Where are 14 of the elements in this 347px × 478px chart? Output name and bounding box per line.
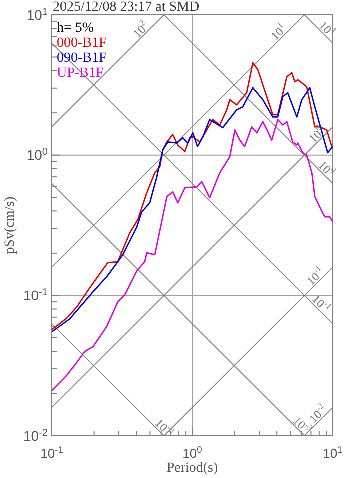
x-tick-label: 10$^{-1}$ (40, 445, 64, 462)
x-tick-label: 10$^{0}$ (182, 445, 202, 462)
x-tick-label: 10$^{1}$ (323, 445, 343, 462)
annotation: h= 5% (57, 21, 94, 36)
y-tick-label: 10$^{0}$ (26, 146, 48, 164)
y-tick-label: 10$^{1}$ (26, 6, 48, 23)
x-axis-title: Period(s) (166, 461, 218, 476)
text: UP-B1F (57, 66, 104, 81)
text: 090-B1F (57, 51, 107, 66)
chart-title: 2025/12/08 23:17 at SMD (53, 0, 200, 15)
y-axis-title: pSv(cm/s) (3, 196, 18, 254)
text: 000-B1F (57, 36, 107, 51)
y-tick-label: 10$^{-1}$ (23, 287, 48, 304)
y-tick-label: 10$^{-2}$ (23, 427, 48, 444)
